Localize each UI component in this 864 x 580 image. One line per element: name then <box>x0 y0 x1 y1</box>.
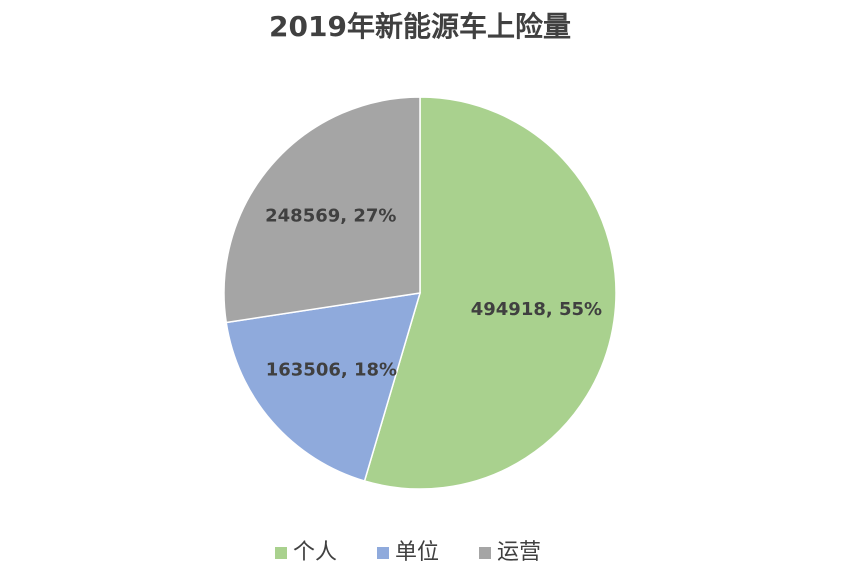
legend-swatch <box>377 547 389 559</box>
chart-title: 2019年新能源车上险量 <box>269 10 571 43</box>
data-label: 163506, 18% <box>266 359 397 380</box>
pie-slice <box>225 292 422 482</box>
legend-swatch <box>479 547 491 559</box>
legend-label: 单位 <box>395 540 439 565</box>
data-label: 494918, 55% <box>471 299 602 320</box>
legend-label: 个人 <box>293 540 337 565</box>
legend-swatch <box>275 547 287 559</box>
pie-slice <box>223 96 421 324</box>
data-label: 248569, 27% <box>265 205 396 226</box>
legend-label: 运营 <box>497 540 541 565</box>
pie-slice <box>363 96 617 490</box>
